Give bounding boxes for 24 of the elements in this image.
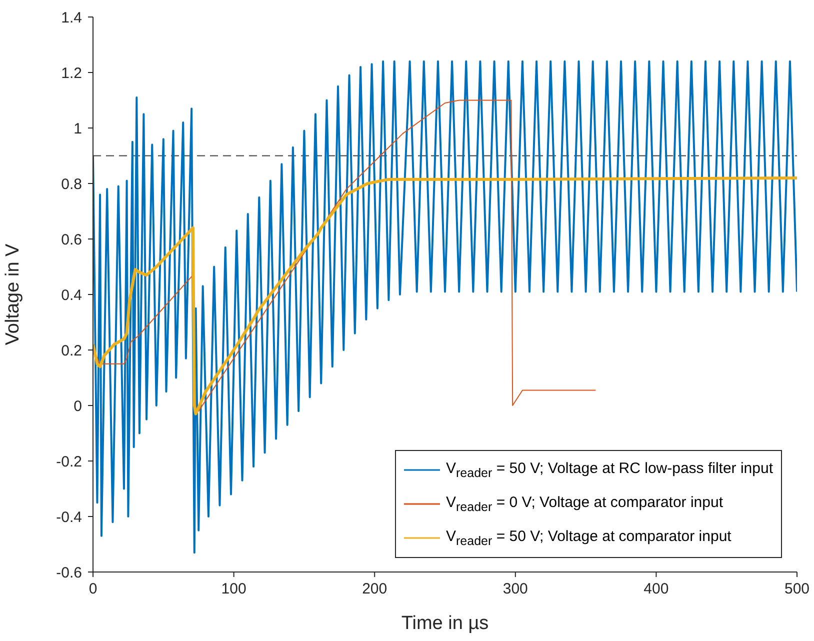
y-axis-title: Voltage in V [2, 243, 24, 346]
y-tick-label: 0 [74, 398, 82, 415]
x-axis-title: Time in µs [401, 613, 489, 634]
y-tick-label: -0.4 [56, 508, 82, 526]
y-tick-label: 1.2 [61, 64, 82, 82]
y-tick-label: 1 [74, 120, 82, 138]
y-tick-label: 0.2 [61, 342, 82, 360]
y-tick-label: 0.4 [61, 286, 82, 304]
y-tick-label: 1.4 [61, 9, 82, 26]
x-tick-label: 100 [221, 580, 246, 598]
x-tick-label: 300 [502, 580, 528, 598]
x-tick-label: 500 [784, 580, 810, 598]
y-tick-label: -0.6 [56, 564, 82, 582]
y-tick-label: 0.6 [61, 231, 82, 248]
line-series [93, 60, 797, 554]
line-series [93, 176, 797, 416]
x-tick-label: 200 [362, 580, 388, 598]
legend-label: V$_{reader}$ = 50 V; Voltage at comparator input [446, 528, 732, 548]
legend-label: V$_{reader}$ = 50 V; Voltage at RC low-pass filter input [446, 460, 773, 480]
y-tick-label: -0.2 [56, 453, 82, 470]
y-tick-label: 0.8 [61, 176, 82, 193]
x-tick-label: 400 [644, 580, 669, 598]
legend-label: V$_{reader}$ = 0 V; Voltage at comparator input [446, 494, 723, 514]
x-tick-label: 0 [88, 580, 98, 598]
